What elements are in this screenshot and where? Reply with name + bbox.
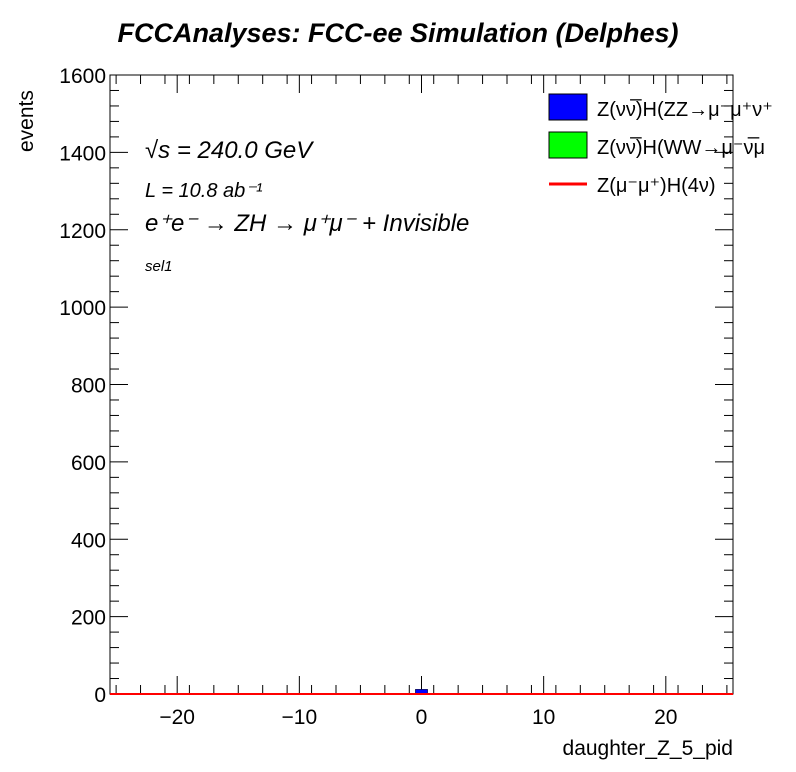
y-tick-label: 1400 xyxy=(59,142,106,165)
y-tick-label: 200 xyxy=(71,607,106,630)
y-tick-label: 1200 xyxy=(59,220,106,243)
x-tick-label: −20 xyxy=(159,706,195,729)
legend-label-1: Z(νν̅)H(WW→μ⁻ν̅μ xyxy=(597,136,765,159)
x-tick-label: 20 xyxy=(654,706,677,729)
y-tick-label: 1000 xyxy=(59,297,106,320)
process-annotation: e⁺e⁻ → ZH → μ⁺μ⁻ + Invisible xyxy=(145,210,469,237)
histogram-bars xyxy=(110,689,733,695)
y-tick-label: 800 xyxy=(71,375,106,398)
plot-area-border xyxy=(109,74,734,695)
luminosity-annotation: L = 10.8 ab⁻¹ xyxy=(145,180,263,202)
annotations: √s = 240.0 GeV L = 10.8 ab⁻¹ e⁺e⁻ → ZH →… xyxy=(145,137,469,275)
x-axis-label: daughter_Z_5_pid xyxy=(563,737,733,760)
legend: Z(νν̅)H(ZZ→μ⁻μ⁺ν⁺ Z(νν̅)H(WW→μ⁻ν̅μ Z(μ⁻μ⁺)… xyxy=(548,93,773,197)
axis-ticks xyxy=(110,74,733,695)
y-tick-label: 400 xyxy=(71,529,106,552)
legend-label-2: Z(μ⁻μ⁺)H(4ν) xyxy=(597,175,716,197)
y-tick-label: 600 xyxy=(71,452,106,475)
legend-swatch-1 xyxy=(548,131,588,159)
x-tick-label: 0 xyxy=(416,706,428,729)
y-tick-label: 0 xyxy=(94,684,106,707)
x-tick-label: 10 xyxy=(532,706,555,729)
chart-title: FCCAnalyses: FCC-ee Simulation (Delphes) xyxy=(117,18,679,48)
legend-label-0: Z(νν̅)H(ZZ→μ⁻μ⁺ν⁺ xyxy=(597,98,773,121)
selection-annotation: sel1 xyxy=(145,258,173,275)
x-tick-label: −10 xyxy=(282,706,318,729)
legend-swatch-0 xyxy=(548,93,588,121)
y-tick-label: 1600 xyxy=(59,65,106,88)
sqrt-s-annotation: √s = 240.0 GeV xyxy=(145,137,314,164)
plot-frame xyxy=(109,74,734,695)
y-axis-label: events xyxy=(15,90,38,152)
